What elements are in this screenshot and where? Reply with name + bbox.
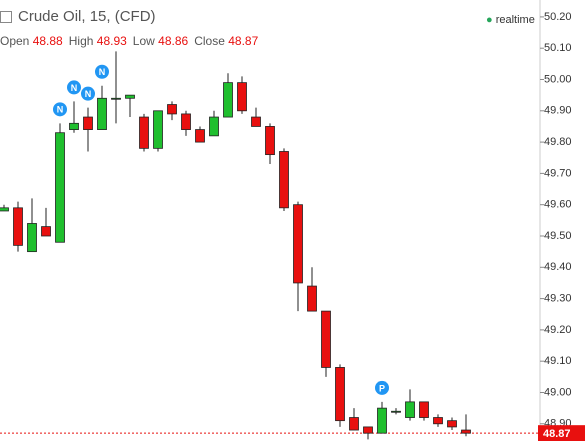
- ohlc-label: Open: [0, 34, 30, 48]
- status-text: realtime: [495, 14, 535, 26]
- y-tick-label: 49.40: [544, 261, 572, 273]
- y-tick-label: 50.00: [544, 73, 572, 85]
- ohlc-value: 48.93: [96, 34, 127, 48]
- candle-body: [111, 97, 121, 100]
- event-marker-label: N: [85, 89, 92, 99]
- ohlc-label: Close: [194, 34, 225, 48]
- candle-body: [13, 207, 23, 246]
- candle-body: [83, 116, 93, 130]
- candle-body: [293, 204, 303, 284]
- candle-body: [27, 223, 37, 253]
- candle-body: [0, 207, 9, 212]
- y-tick-label: 49.90: [544, 105, 572, 117]
- candle-body: [405, 401, 415, 418]
- candle-body: [55, 132, 65, 243]
- candle-body: [265, 126, 275, 156]
- candle-body: [167, 104, 177, 115]
- status: ● realtime: [486, 14, 535, 26]
- event-marker-label: N: [71, 83, 78, 93]
- candle-body: [97, 97, 107, 130]
- candle-body: [447, 420, 457, 428]
- candle-body: [209, 116, 219, 137]
- event-marker[interactable]: [67, 80, 81, 95]
- candle-body: [377, 407, 387, 434]
- candle-body: [307, 285, 317, 312]
- candle-body: [125, 94, 135, 99]
- candle-body: [419, 401, 429, 418]
- y-tick-label: 49.00: [544, 386, 572, 398]
- candle-body: [41, 226, 51, 237]
- candle-body: [223, 82, 233, 118]
- y-tick-label: 50.10: [544, 42, 572, 54]
- last-price-label: 48.87: [543, 428, 571, 440]
- y-tick-label: 49.80: [544, 136, 572, 148]
- collapse-icon[interactable]: [0, 11, 12, 24]
- ohlc-label: Low: [132, 34, 155, 48]
- candle-body: [153, 110, 163, 149]
- candle-body: [433, 417, 443, 425]
- last-price-box: [538, 425, 585, 441]
- candle-body: [181, 113, 191, 130]
- candle-body: [363, 426, 373, 434]
- chart-title: Crude Oil, 15, (CFD): [18, 8, 156, 25]
- event-marker[interactable]: [81, 86, 95, 101]
- candle-body: [195, 129, 205, 143]
- ohlc-value: 48.87: [228, 34, 259, 48]
- candle-body: [461, 429, 471, 434]
- candle-body: [335, 367, 345, 422]
- candle-body: [139, 116, 149, 149]
- candle-body: [391, 410, 401, 413]
- candle-body: [321, 310, 331, 368]
- y-tick-label: 50.20: [544, 11, 572, 23]
- event-marker-label: N: [57, 105, 64, 115]
- event-marker[interactable]: [95, 64, 109, 79]
- y-tick-label: 49.70: [544, 167, 572, 179]
- candle-body: [237, 82, 247, 112]
- candle-body: [279, 151, 289, 209]
- y-tick-label: 49.30: [544, 292, 572, 304]
- ohlc-value: 48.86: [158, 34, 189, 48]
- header: Crude Oil, 15, (CFD): [0, 8, 156, 25]
- event-marker-label: N: [99, 67, 106, 77]
- y-tick-label: 49.60: [544, 199, 572, 211]
- y-tick-label: 49.50: [544, 230, 572, 242]
- candle-body: [251, 116, 261, 127]
- candle-body: [349, 417, 359, 431]
- candle-body: [69, 122, 79, 130]
- event-marker[interactable]: [53, 102, 67, 117]
- ohlc-value: 48.88: [32, 34, 63, 48]
- ohlc-label: High: [68, 34, 94, 48]
- event-marker[interactable]: [375, 380, 389, 395]
- y-tick-label: 49.10: [544, 355, 572, 367]
- y-tick-label: 49.20: [544, 324, 572, 336]
- event-marker-label: P: [379, 383, 385, 393]
- ohlc-row: Open 48.88 High 48.93 Low 48.86 Close 48.87: [0, 34, 264, 48]
